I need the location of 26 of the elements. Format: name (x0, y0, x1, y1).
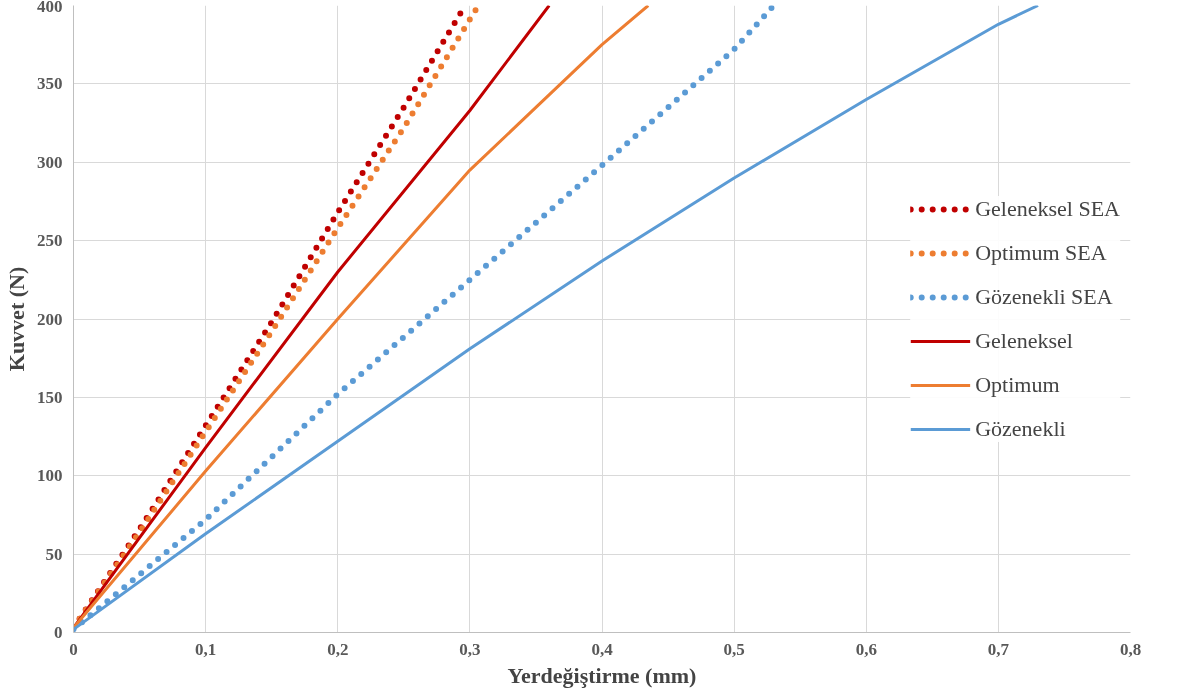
x-tick-label: 0,4 (591, 639, 614, 659)
y-tick-label: 100 (37, 466, 63, 486)
x-axis-title: Yerdeğiştirme (mm) (507, 662, 697, 688)
y-tick-label: 0 (54, 623, 63, 642)
x-tick-label: 0,5 (723, 639, 745, 659)
legend-label: Geleneksel (975, 327, 1073, 354)
y-axis-title: Kuvvet (N) (4, 266, 29, 372)
y-tick-label: 150 (37, 387, 63, 407)
legend-label: Geleneksel SEA (975, 195, 1120, 222)
legend-label: Optimum (975, 371, 1060, 398)
x-tick-label: 0,3 (459, 639, 481, 659)
legend-label: Gözenekli SEA (975, 283, 1113, 310)
legend-label: Optimum SEA (975, 239, 1107, 266)
y-tick-label: 300 (37, 152, 63, 172)
y-tick-label: 50 (45, 544, 63, 564)
x-tick-label: 0,2 (327, 639, 349, 659)
x-tick-label: 0,6 (855, 639, 877, 659)
x-tick-label: 0,8 (1119, 639, 1142, 659)
y-tick-label: 200 (37, 309, 63, 329)
x-tick-label: 0,1 (195, 639, 217, 659)
y-tick-label: 400 (37, 0, 63, 16)
x-tick-label: 0 (69, 639, 78, 659)
y-tick-label: 250 (37, 231, 63, 251)
y-tick-label: 350 (37, 74, 63, 94)
legend-label: Gözenekli (975, 415, 1066, 442)
x-tick-label: 0,7 (987, 639, 1010, 659)
